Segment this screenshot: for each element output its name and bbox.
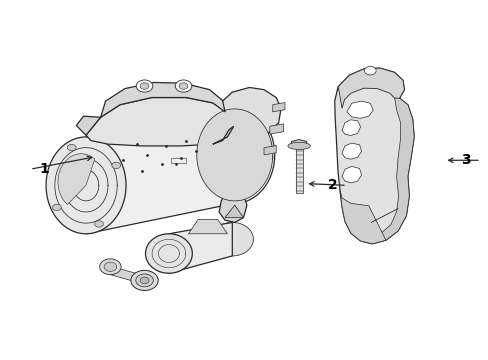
Polygon shape [378, 98, 413, 240]
Circle shape [52, 204, 61, 211]
Polygon shape [287, 142, 310, 149]
Circle shape [131, 270, 158, 291]
Polygon shape [196, 109, 272, 201]
Polygon shape [219, 184, 246, 222]
Polygon shape [105, 266, 154, 286]
Polygon shape [269, 124, 283, 134]
Circle shape [136, 80, 153, 92]
Text: 2: 2 [327, 178, 336, 192]
Circle shape [95, 221, 103, 227]
Polygon shape [272, 103, 285, 112]
Circle shape [67, 144, 76, 151]
Polygon shape [58, 154, 95, 204]
Circle shape [179, 83, 187, 89]
Circle shape [100, 259, 121, 275]
Polygon shape [86, 98, 233, 146]
Polygon shape [194, 107, 274, 203]
Polygon shape [291, 140, 306, 147]
Polygon shape [211, 222, 253, 256]
Circle shape [364, 66, 375, 75]
Polygon shape [46, 137, 126, 234]
Polygon shape [76, 116, 101, 135]
Polygon shape [337, 68, 404, 108]
Polygon shape [168, 222, 232, 273]
Polygon shape [264, 145, 276, 155]
Polygon shape [212, 126, 233, 144]
Polygon shape [86, 107, 234, 234]
Polygon shape [214, 87, 281, 186]
Polygon shape [188, 220, 227, 234]
Circle shape [112, 162, 121, 168]
Circle shape [140, 277, 149, 284]
Polygon shape [295, 148, 302, 193]
Text: 1: 1 [40, 162, 49, 176]
Polygon shape [145, 234, 192, 273]
Polygon shape [101, 82, 224, 117]
Circle shape [140, 83, 149, 89]
Polygon shape [346, 101, 372, 118]
Polygon shape [341, 166, 361, 183]
Text: 3: 3 [461, 153, 470, 167]
Circle shape [104, 262, 117, 271]
Circle shape [136, 274, 153, 287]
Polygon shape [341, 143, 361, 159]
Polygon shape [224, 205, 243, 218]
Polygon shape [341, 120, 360, 135]
Polygon shape [339, 191, 385, 244]
Polygon shape [334, 68, 413, 244]
Circle shape [175, 80, 191, 92]
